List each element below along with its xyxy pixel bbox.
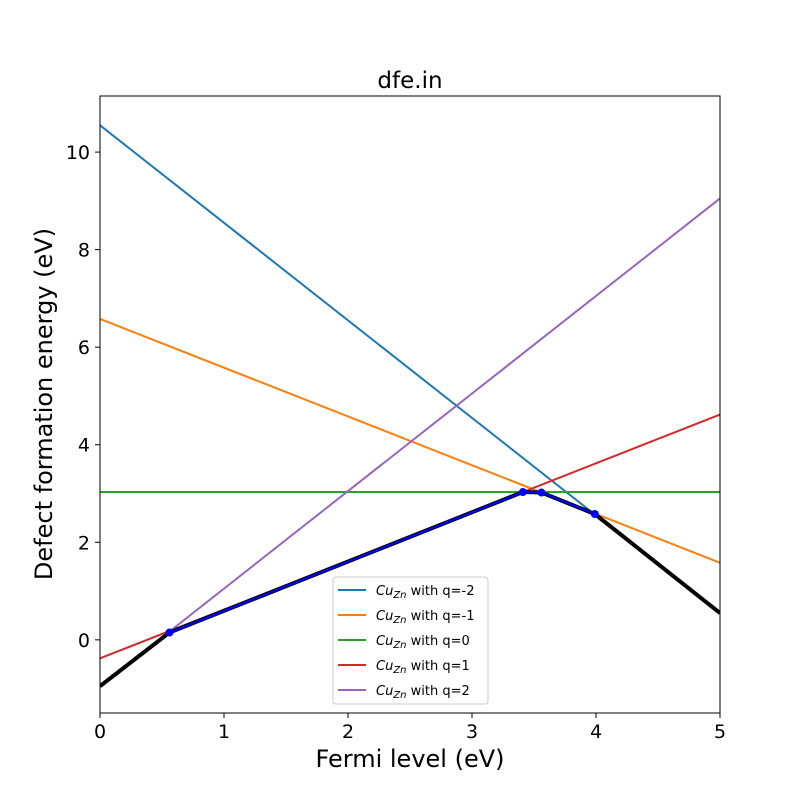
transition-point-0 <box>165 628 174 637</box>
series-line-4 <box>100 197 720 687</box>
y-axis-label: Defect formation energy (eV) <box>30 228 58 580</box>
transition-point-1 <box>518 488 527 497</box>
series-line-1 <box>100 317 720 564</box>
x-tick-label-3: 3 <box>466 721 478 743</box>
x-tick-label-5: 5 <box>714 721 726 743</box>
x-tick-label-4: 4 <box>590 721 602 743</box>
y-tick-label-2: 4 <box>78 435 90 457</box>
legend-box <box>332 576 489 705</box>
legend-entry-4: CuZn with q=2 <box>376 684 470 701</box>
legend: CuZn with q=-2 CuZn with q=-1 CuZn with q=… <box>332 576 489 705</box>
legend-entry-2: CuZn with q=0 <box>376 634 470 651</box>
legend-entry-0: CuZn with q=-2 <box>376 584 474 601</box>
x-tick-label-1: 1 <box>218 721 230 743</box>
x-tick-label-0: 0 <box>94 721 106 743</box>
transition-point-2 <box>537 488 546 497</box>
y-tick-label-5: 10 <box>66 142 90 164</box>
chart-title: dfe.in <box>377 68 442 94</box>
transition-line <box>169 491 596 634</box>
y-tick-label-4: 8 <box>78 240 90 262</box>
y-tick-label-1: 2 <box>78 532 90 554</box>
axes-frame <box>99 95 721 714</box>
x-axis-label: Fermi level (eV) <box>316 745 505 773</box>
legend-entry-3: CuZn with q=1 <box>376 659 470 676</box>
y-tick-label-0: 0 <box>78 630 90 652</box>
legend-entry-1: CuZn with q=-1 <box>376 609 474 626</box>
x-tick-label-2: 2 <box>342 721 354 743</box>
data-layer <box>100 124 720 688</box>
transition-point-3 <box>590 509 599 518</box>
y-tick-label-3: 6 <box>78 337 90 359</box>
